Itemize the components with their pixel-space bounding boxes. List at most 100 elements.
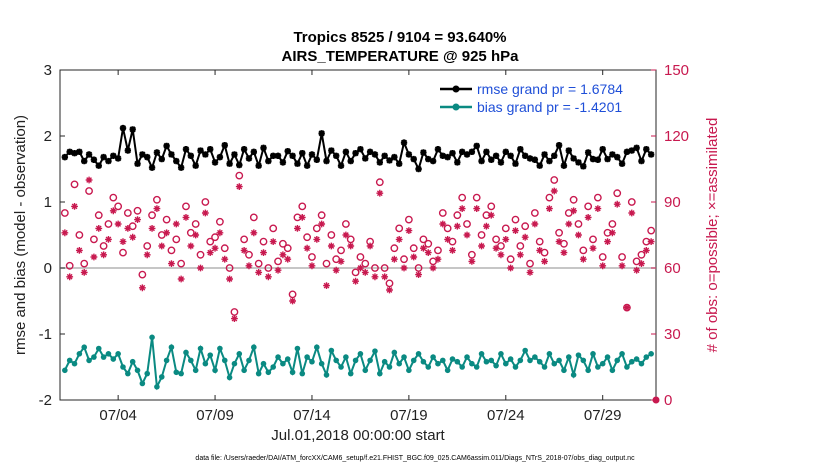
bias-point — [449, 356, 456, 362]
rmse-point — [318, 130, 325, 137]
obs-possible-point — [60, 209, 69, 217]
obs-possible-point — [487, 202, 496, 211]
obs-possible-point — [206, 237, 215, 246]
obs-possible-point — [613, 189, 622, 198]
obs-assimilated-point — [439, 220, 447, 228]
rmse-point — [415, 165, 422, 173]
rmse-point — [139, 151, 146, 158]
rmse-point — [173, 157, 180, 165]
obs-assimilated-point — [405, 227, 413, 234]
obs-assimilated-point — [512, 227, 519, 234]
rmse-point — [255, 162, 262, 169]
obs-possible-point — [584, 202, 593, 211]
x-tick-label: 07/29 — [584, 407, 622, 424]
obs-possible-point — [99, 242, 108, 250]
y2-tick-label: 0 — [664, 392, 672, 409]
y-tick-label: 3 — [44, 62, 52, 79]
obs-assimilated-point — [555, 238, 563, 245]
obs-assimilated-point — [638, 260, 645, 267]
x-tick-label: 07/04 — [99, 407, 137, 424]
obs-assimilated-point — [468, 258, 476, 265]
obs-assimilated-point — [444, 236, 452, 243]
bias-point — [439, 357, 446, 364]
obs-assimilated-point — [264, 273, 272, 281]
rmse-point — [507, 152, 514, 159]
obs-possible-point — [65, 261, 74, 270]
bias-point — [115, 351, 121, 357]
rmse-point — [420, 149, 427, 156]
obs-possible-point — [312, 224, 321, 233]
bias-point — [280, 360, 286, 367]
bias-point — [401, 354, 407, 360]
obs-assimilated-point — [647, 238, 655, 245]
bias-point — [323, 372, 330, 378]
obs-possible-point — [75, 231, 84, 239]
rmse-point — [76, 148, 83, 156]
obs-assimilated-point — [274, 266, 282, 274]
bias-point — [299, 370, 306, 377]
bias-point — [638, 360, 645, 367]
obs-assimilated-point — [201, 209, 209, 217]
bias-point — [328, 347, 335, 354]
rmse-point — [289, 152, 296, 159]
obs-assimilated-point — [642, 247, 650, 254]
obs-assimilated-point — [235, 183, 243, 190]
rmse-point — [352, 149, 359, 157]
obs-assimilated-point — [429, 264, 437, 272]
x-tick-label: 07/19 — [390, 407, 428, 424]
rmse-point — [623, 148, 631, 156]
obs-assimilated-point — [284, 255, 292, 263]
rmse-point — [240, 146, 248, 153]
rmse-point — [357, 146, 364, 153]
obs-assimilated-point — [245, 262, 253, 270]
obs-assimilated-point — [376, 189, 384, 197]
bias-point — [246, 357, 252, 364]
obs-assimilated-point — [395, 236, 403, 243]
obs-possible-point — [521, 222, 530, 231]
rmse-point — [628, 147, 635, 154]
obs-possible-point — [182, 202, 190, 211]
obs-possible-point — [404, 215, 413, 224]
bias-point — [590, 351, 596, 357]
y2-tick-label: 90 — [664, 194, 681, 211]
bias-point — [599, 360, 606, 367]
rmse-point — [148, 164, 156, 171]
obs-possible-point — [589, 235, 597, 244]
obs-assimilated-point — [134, 216, 141, 223]
obs-possible-point — [191, 220, 200, 228]
bias-point — [406, 367, 412, 374]
bias-point — [294, 345, 301, 352]
obs-possible-point — [346, 235, 355, 244]
bias-point — [536, 358, 543, 365]
rmse-point — [599, 146, 606, 153]
obs-assimilated-point — [570, 207, 578, 215]
obs-assimilated-point — [129, 233, 137, 241]
rmse-point — [395, 160, 403, 167]
rmse-point — [105, 157, 112, 165]
obs-possible-point — [341, 220, 350, 228]
bias-point — [173, 369, 180, 376]
obs-assimilated-point — [458, 205, 466, 212]
obs-possible-point — [90, 235, 98, 244]
obs-assimilated-point — [61, 229, 69, 237]
obs-assimilated-point — [371, 273, 379, 281]
rmse-point — [328, 147, 335, 154]
obs-possible-point — [235, 171, 244, 180]
obs-assimilated-point — [148, 225, 156, 232]
obs-assimilated-point — [584, 214, 592, 221]
obs-possible-point — [530, 209, 539, 217]
bias-point — [202, 360, 209, 367]
rmse-point — [347, 157, 354, 165]
bias-point — [110, 356, 117, 362]
bias-point — [91, 354, 97, 360]
obs-possible-point — [516, 242, 525, 250]
obs-assimilated-point — [516, 251, 524, 259]
legend: rmse grand pr = 1.6784 bias grand pr = -… — [431, 75, 649, 121]
rmse-point — [531, 156, 539, 163]
bias-point — [221, 357, 228, 364]
obs-assimilated-point — [594, 205, 602, 212]
rmse-point — [638, 157, 645, 165]
obs-possible-point — [618, 253, 626, 261]
rmse-point — [580, 163, 587, 170]
obs-assimilated-point — [250, 229, 258, 237]
